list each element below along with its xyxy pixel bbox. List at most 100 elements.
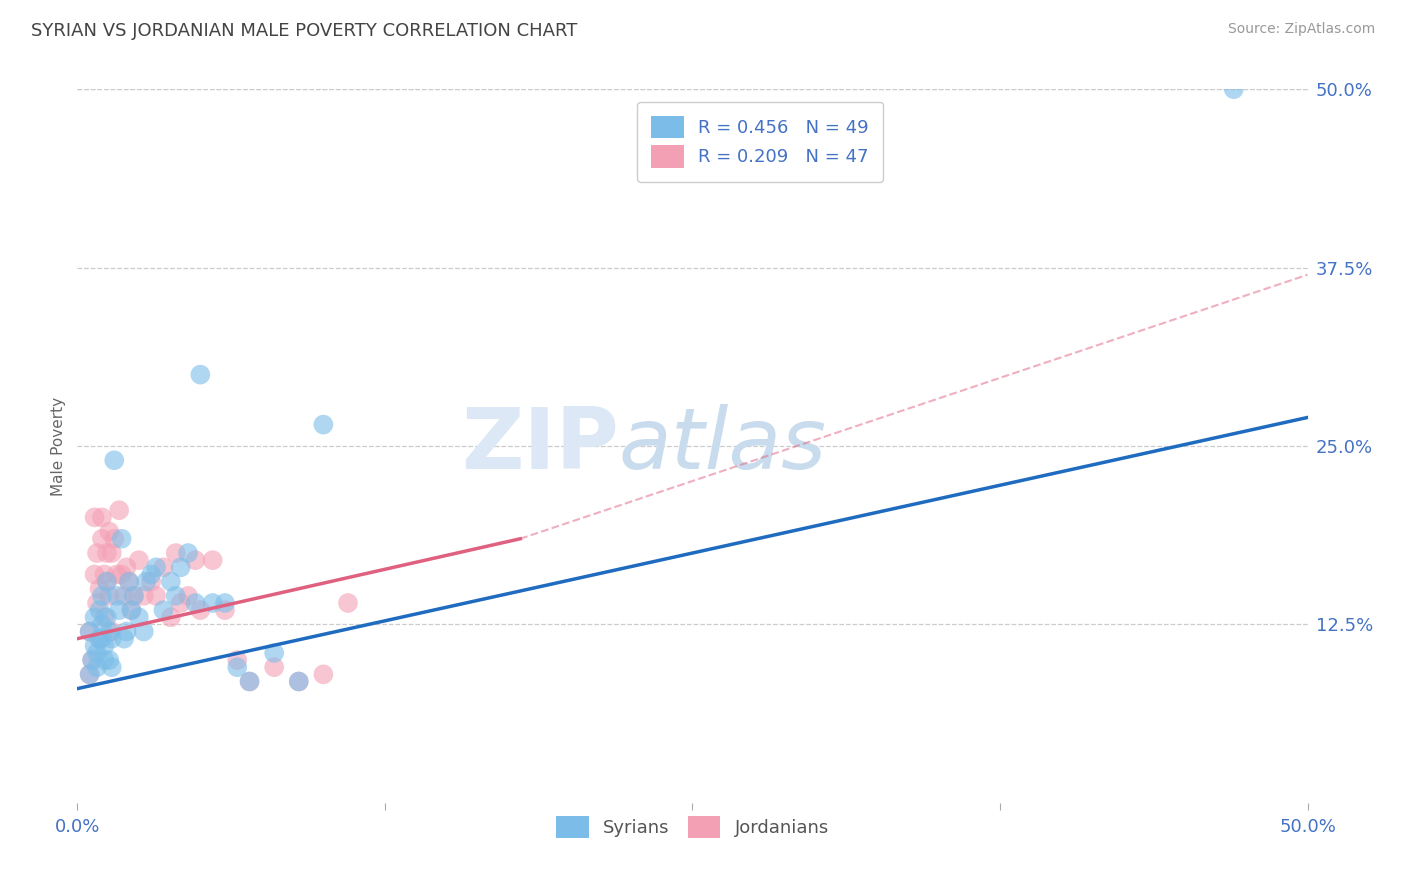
Point <box>79 624 101 639</box>
Point <box>122 589 145 603</box>
Point <box>115 624 138 639</box>
Point <box>118 574 141 589</box>
Point <box>96 546 118 560</box>
Point <box>135 574 157 589</box>
Point <box>184 553 207 567</box>
Point <box>152 603 174 617</box>
Point <box>90 617 114 632</box>
Text: atlas: atlas <box>619 404 827 488</box>
Point <box>312 667 335 681</box>
Point <box>188 368 212 382</box>
Point <box>101 624 124 639</box>
Point <box>89 632 111 646</box>
Point <box>98 524 121 539</box>
Point <box>239 674 262 689</box>
Point <box>98 624 121 639</box>
Y-axis label: Male Poverty: Male Poverty <box>51 396 66 496</box>
Point <box>105 567 128 582</box>
Point <box>108 603 131 617</box>
Legend: Syrians, Jordanians: Syrians, Jordanians <box>547 807 838 847</box>
Point <box>90 510 114 524</box>
Point <box>101 632 124 646</box>
Point <box>112 589 135 603</box>
Point <box>118 574 141 589</box>
Point <box>86 546 108 560</box>
Point <box>128 553 150 567</box>
Point <box>288 674 311 689</box>
Point <box>83 639 105 653</box>
Point <box>93 653 115 667</box>
Point <box>103 532 125 546</box>
Point <box>90 532 114 546</box>
Point <box>177 589 200 603</box>
Point <box>239 674 262 689</box>
Point <box>132 624 155 639</box>
Point <box>263 646 285 660</box>
Point <box>128 610 150 624</box>
Point <box>177 546 200 560</box>
Point <box>112 632 135 646</box>
Point <box>188 603 212 617</box>
Point <box>111 567 132 582</box>
Text: ZIP: ZIP <box>461 404 619 488</box>
Point <box>96 574 118 589</box>
Point <box>101 546 124 560</box>
Point <box>105 589 128 603</box>
Text: Source: ZipAtlas.com: Source: ZipAtlas.com <box>1227 22 1375 37</box>
Point <box>90 589 114 603</box>
Point <box>160 574 183 589</box>
Point <box>132 589 155 603</box>
Point <box>79 667 101 681</box>
Point <box>201 553 224 567</box>
Point <box>89 582 111 596</box>
Point <box>90 632 114 646</box>
Point <box>152 560 174 574</box>
Point <box>93 639 115 653</box>
Point <box>93 610 115 624</box>
Point <box>108 503 131 517</box>
Point <box>312 417 335 432</box>
Point <box>93 567 115 582</box>
Point <box>214 603 236 617</box>
Point <box>165 589 187 603</box>
Point <box>103 453 125 467</box>
Point <box>165 546 187 560</box>
Point <box>288 674 311 689</box>
Point <box>141 567 163 582</box>
Point <box>160 610 183 624</box>
Point <box>184 596 207 610</box>
Point <box>86 660 108 674</box>
Point <box>101 660 124 674</box>
Point <box>86 596 108 610</box>
Point <box>111 532 132 546</box>
Point <box>89 632 111 646</box>
Point <box>145 560 167 574</box>
Text: SYRIAN VS JORDANIAN MALE POVERTY CORRELATION CHART: SYRIAN VS JORDANIAN MALE POVERTY CORRELA… <box>31 22 578 40</box>
Point <box>86 646 108 660</box>
Point <box>226 653 249 667</box>
Point <box>83 610 105 624</box>
Point <box>83 510 105 524</box>
Point <box>337 596 360 610</box>
Point <box>214 596 236 610</box>
Point <box>201 596 224 610</box>
Point <box>121 603 143 617</box>
Point <box>115 560 138 574</box>
Point <box>82 653 104 667</box>
Point <box>263 660 285 674</box>
Point <box>145 589 167 603</box>
Point <box>141 574 163 589</box>
Point <box>98 589 121 603</box>
Point <box>83 567 105 582</box>
Point <box>98 653 121 667</box>
Point <box>1223 82 1246 96</box>
Point <box>79 667 101 681</box>
Point <box>82 653 104 667</box>
Point <box>96 610 118 624</box>
Point <box>226 660 249 674</box>
Point <box>89 603 111 617</box>
Point <box>170 596 193 610</box>
Point <box>121 603 143 617</box>
Point <box>122 589 145 603</box>
Point <box>79 624 101 639</box>
